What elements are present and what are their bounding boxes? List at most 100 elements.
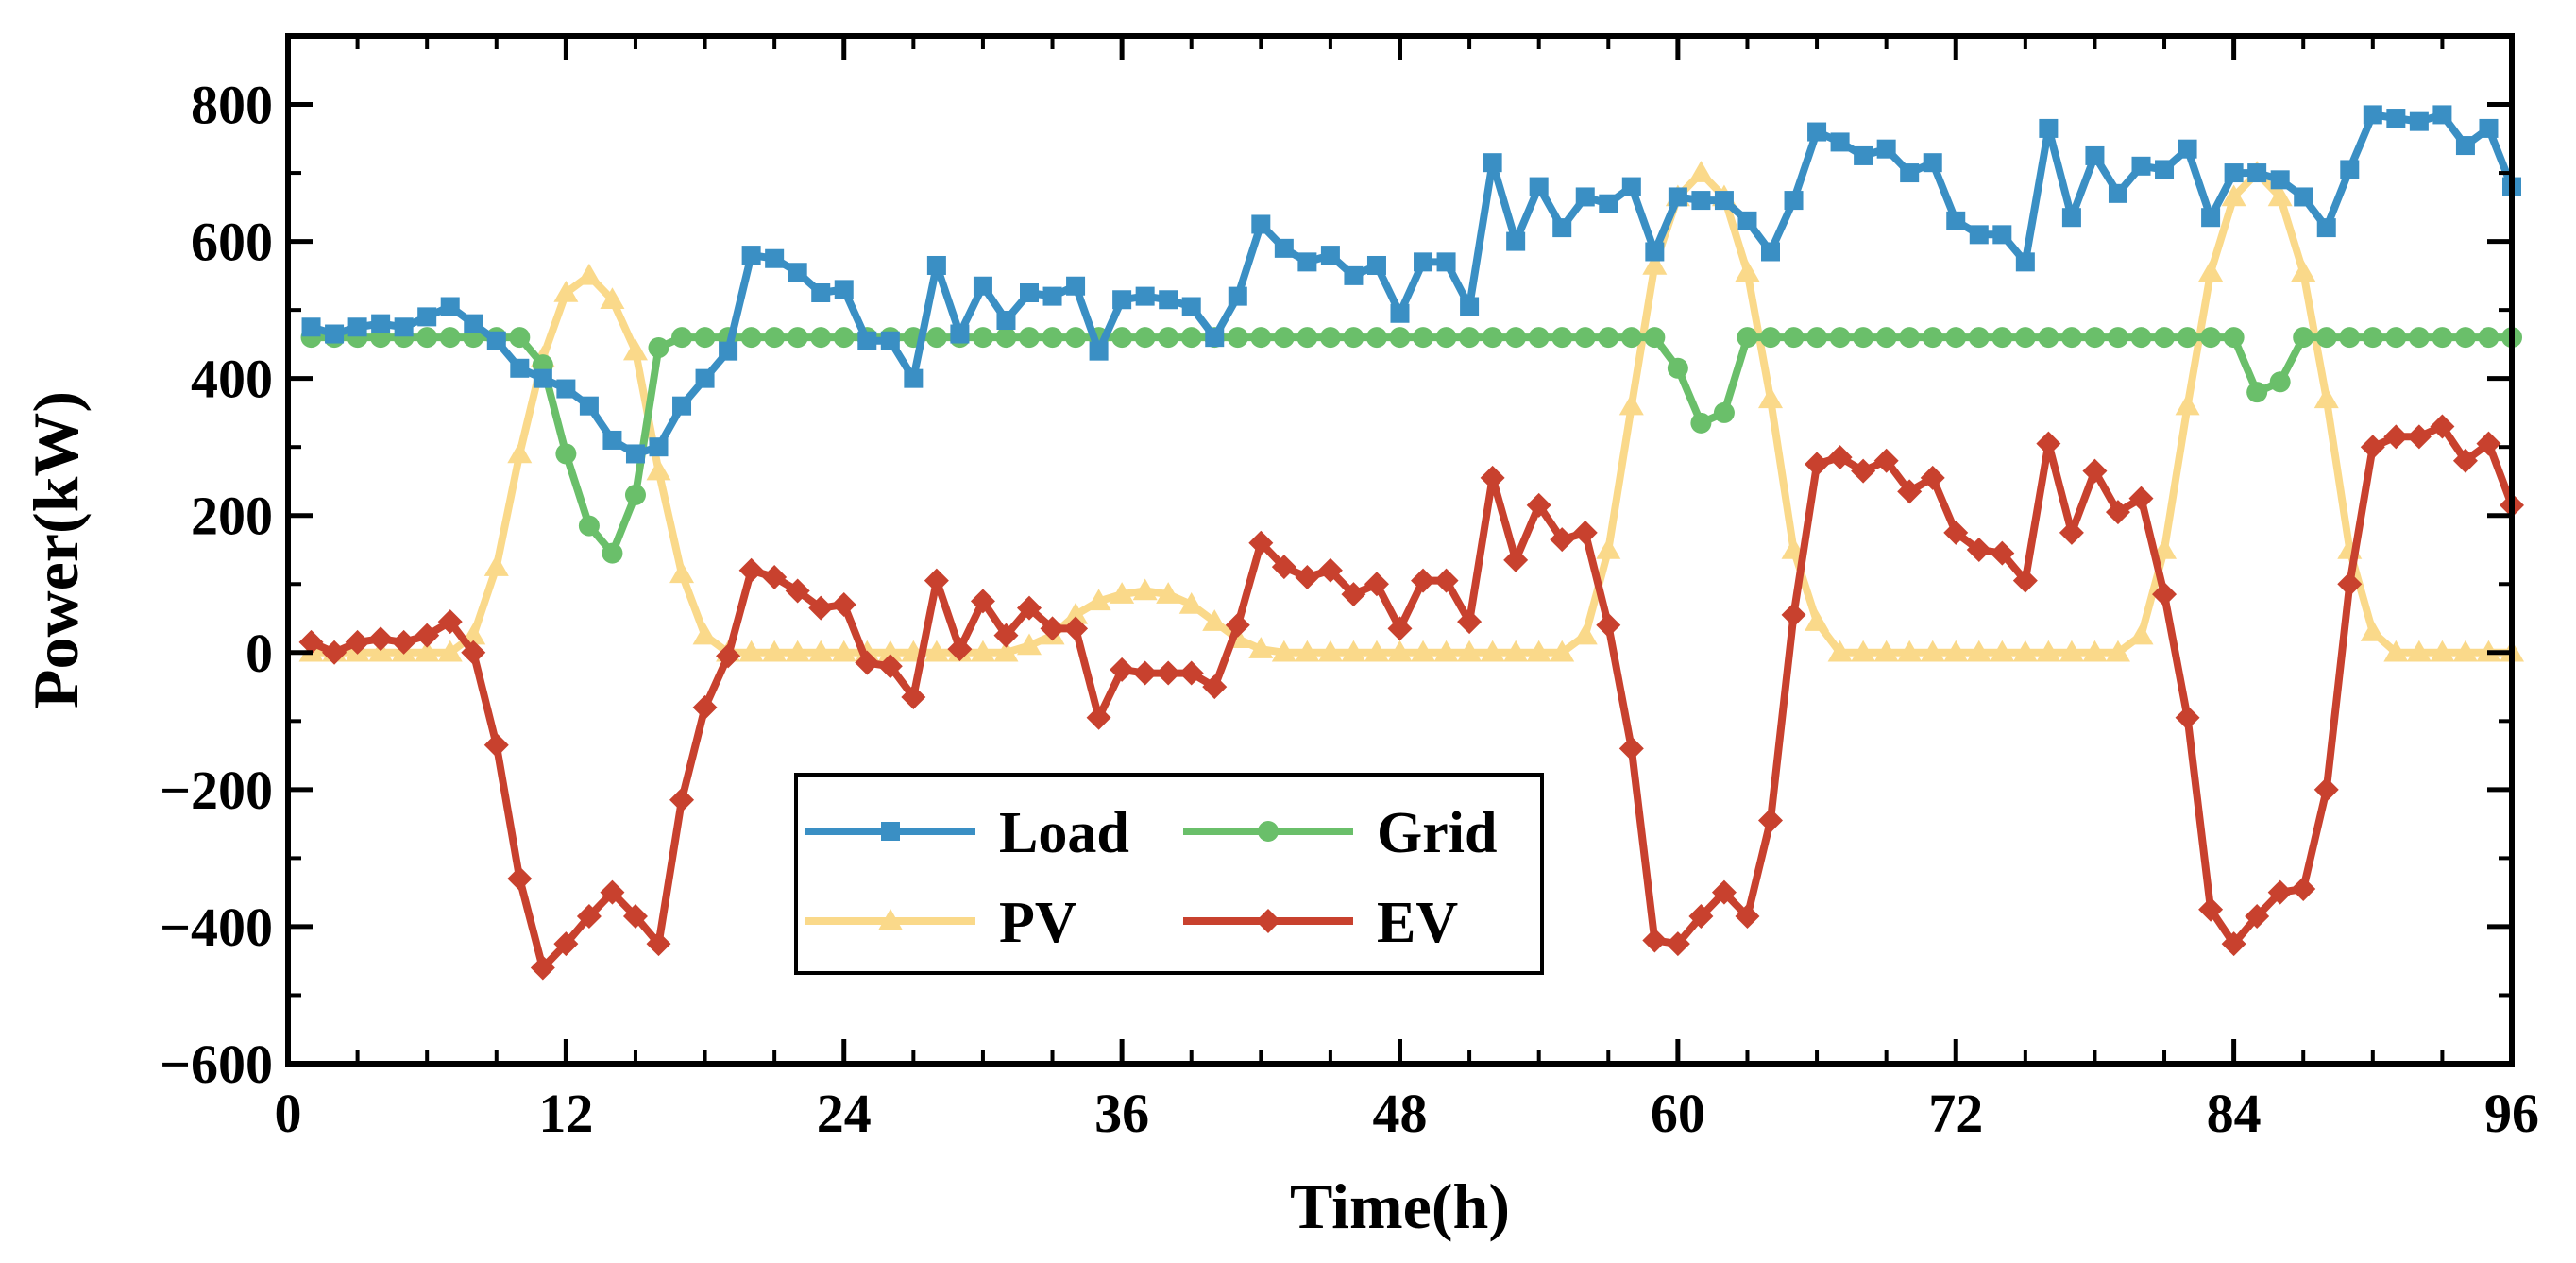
legend-marker [1256, 909, 1280, 933]
load-point [486, 331, 506, 350]
grid-point [648, 337, 669, 359]
grid-point [1853, 327, 1874, 349]
pv-point [1827, 640, 1853, 662]
ev-point [947, 637, 973, 662]
ev-point [1642, 928, 1668, 953]
ev-point [2175, 705, 2200, 730]
load-point [1645, 242, 1665, 262]
grid-point [2084, 327, 2106, 349]
ev-point [1317, 557, 1343, 583]
load-point [1366, 255, 1386, 275]
y-tick-label: 600 [191, 212, 273, 273]
pv-point [576, 263, 602, 285]
load-point [325, 324, 345, 344]
load-point [1737, 211, 1757, 230]
load-point [1205, 328, 1225, 348]
ev-point [2152, 582, 2178, 607]
pv-point [877, 640, 903, 662]
pv-point [1618, 393, 1644, 416]
pv-point [1317, 640, 1343, 662]
pv-point [1966, 640, 1991, 662]
axis-ticks: 0 12 24 36 48 60 72 84 96 −600 −400 −200 0 200 400 600 8… [160, 36, 2539, 1144]
grid-point [1365, 327, 1387, 349]
grid-point [671, 327, 693, 349]
grid-point [2385, 327, 2407, 349]
grid-point [2154, 327, 2176, 349]
ev-point [1550, 527, 1575, 553]
grid-point [2200, 327, 2222, 349]
load-point [2108, 183, 2127, 203]
grid-point [1829, 327, 1851, 349]
ev-point [322, 640, 347, 665]
load-point [2316, 218, 2336, 238]
load-point [1807, 122, 1827, 142]
ev-point [1827, 445, 1853, 470]
ev-point [576, 904, 602, 930]
pv-point [1132, 578, 1158, 601]
load-point [1112, 290, 1132, 310]
grid-point [2293, 327, 2314, 349]
legend-label: EV [1377, 891, 1458, 955]
ev-point [298, 629, 324, 655]
grid-point [1875, 327, 1897, 349]
pv-point [2221, 184, 2246, 207]
legend: Load Grid PV EV [794, 773, 1544, 975]
ev-point [1411, 568, 1436, 593]
ev-point [1295, 565, 1320, 590]
load-point [394, 317, 414, 337]
series-load [301, 105, 2521, 464]
pv-point [2313, 386, 2339, 409]
pv-point [553, 281, 579, 302]
pv-point [1178, 592, 1204, 614]
grid-point [2408, 327, 2430, 349]
load-point [2455, 136, 2475, 156]
legend-item-ev: EV [1183, 891, 1458, 955]
ev-point [2291, 877, 2316, 902]
ev-point [1897, 479, 1923, 504]
ev-point [1341, 582, 1366, 607]
grid-point [1713, 401, 1735, 423]
pv-point [1688, 161, 1714, 182]
grid-point [1737, 327, 1758, 349]
ev-point [483, 732, 509, 758]
load-point [2247, 163, 2267, 183]
ev-point [437, 609, 463, 635]
ev-point [2360, 435, 2385, 460]
grid-point [2130, 327, 2152, 349]
ev-point [1920, 465, 1945, 490]
pv-point [415, 640, 440, 662]
grid-point [1343, 327, 1364, 349]
grid-point [1019, 327, 1040, 349]
pv-point [1943, 640, 1969, 662]
load-point [904, 368, 924, 388]
grid-point [1760, 327, 1781, 349]
ev-point [2337, 572, 2363, 597]
pv-point [1017, 633, 1042, 656]
grid-point [1065, 327, 1087, 349]
load-point [1714, 191, 1734, 211]
x-tick-label: 48 [1373, 1083, 1428, 1144]
ev-point [901, 684, 926, 709]
pv-point [2430, 640, 2455, 662]
x-tick-label: 96 [2484, 1083, 2539, 1144]
load-point [2201, 208, 2221, 228]
grid-point [1459, 327, 1481, 349]
grid-point [787, 327, 808, 349]
pv-point [1990, 640, 2015, 662]
pv-point [2291, 260, 2316, 282]
ev-point [1457, 609, 1483, 635]
ev-point [2406, 424, 2432, 450]
legend-item-pv: PV [805, 891, 1077, 955]
legend-marker [878, 909, 903, 930]
load-point [440, 297, 460, 316]
x-tick-label: 24 [817, 1083, 872, 1144]
load-point [1621, 177, 1641, 196]
pv-point [483, 555, 509, 576]
load-point [2224, 163, 2244, 183]
grid-point [1551, 327, 1573, 349]
ev-point [391, 629, 416, 655]
grid-point [1644, 327, 1666, 349]
ev-point [1110, 657, 1135, 682]
load-point [765, 248, 785, 268]
